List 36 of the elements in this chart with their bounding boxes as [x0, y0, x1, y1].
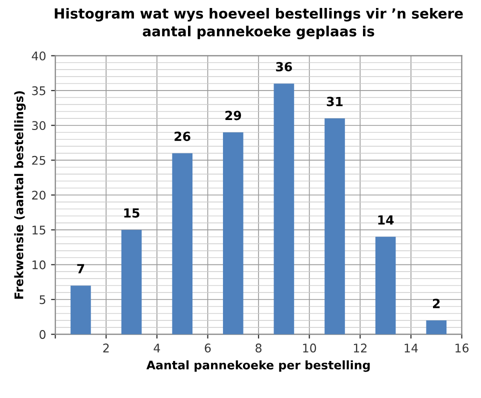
- data-label: 7: [77, 264, 84, 274]
- data-label: 26: [174, 132, 190, 142]
- bar: [121, 230, 142, 334]
- bar: [70, 286, 91, 334]
- x-tick-label: 4: [154, 344, 160, 352]
- x-tick-label: 16: [456, 344, 469, 352]
- bar: [172, 153, 192, 334]
- data-label: 31: [326, 96, 343, 106]
- y-tick-label: 15: [32, 226, 46, 234]
- y-tick-label: 0: [40, 330, 46, 339]
- data-label: 36: [276, 62, 292, 72]
- bar: [324, 118, 345, 334]
- data-label: 29: [225, 110, 242, 120]
- y-tick-label: 20: [32, 190, 46, 200]
- x-tick-label: 14: [404, 344, 418, 352]
- bar: [426, 320, 447, 334]
- data-label: 14: [378, 215, 394, 224]
- y-tick-label: 25: [32, 156, 46, 165]
- y-axis-title: Frekwensie (aantal bestellings): [14, 91, 26, 299]
- bar: [375, 236, 396, 334]
- data-label: 15: [124, 208, 140, 218]
- y-tick-label: 5: [40, 295, 46, 304]
- y-tick-label: 30: [32, 121, 46, 130]
- x-tick-label: 8: [256, 344, 262, 352]
- chart-title: Histogram wat wys hoeveel bestellings vir ’n sekere aantal pannekoeke geplaas is: [54, 8, 463, 40]
- x-tick-label: 6: [204, 344, 211, 352]
- y-tick-label: 35: [32, 86, 46, 96]
- data-label: 2: [432, 298, 440, 308]
- x-axis-title: Aantal pannekoeke per bestelling: [146, 360, 370, 372]
- x-tick-label: 10: [303, 344, 316, 352]
- x-tick-label: 2: [103, 344, 109, 352]
- bar: [222, 132, 244, 334]
- x-tick-label: 12: [354, 344, 366, 352]
- bar: [274, 84, 294, 334]
- y-tick-label: 40: [32, 51, 46, 60]
- y-tick-label: 10: [32, 260, 46, 270]
